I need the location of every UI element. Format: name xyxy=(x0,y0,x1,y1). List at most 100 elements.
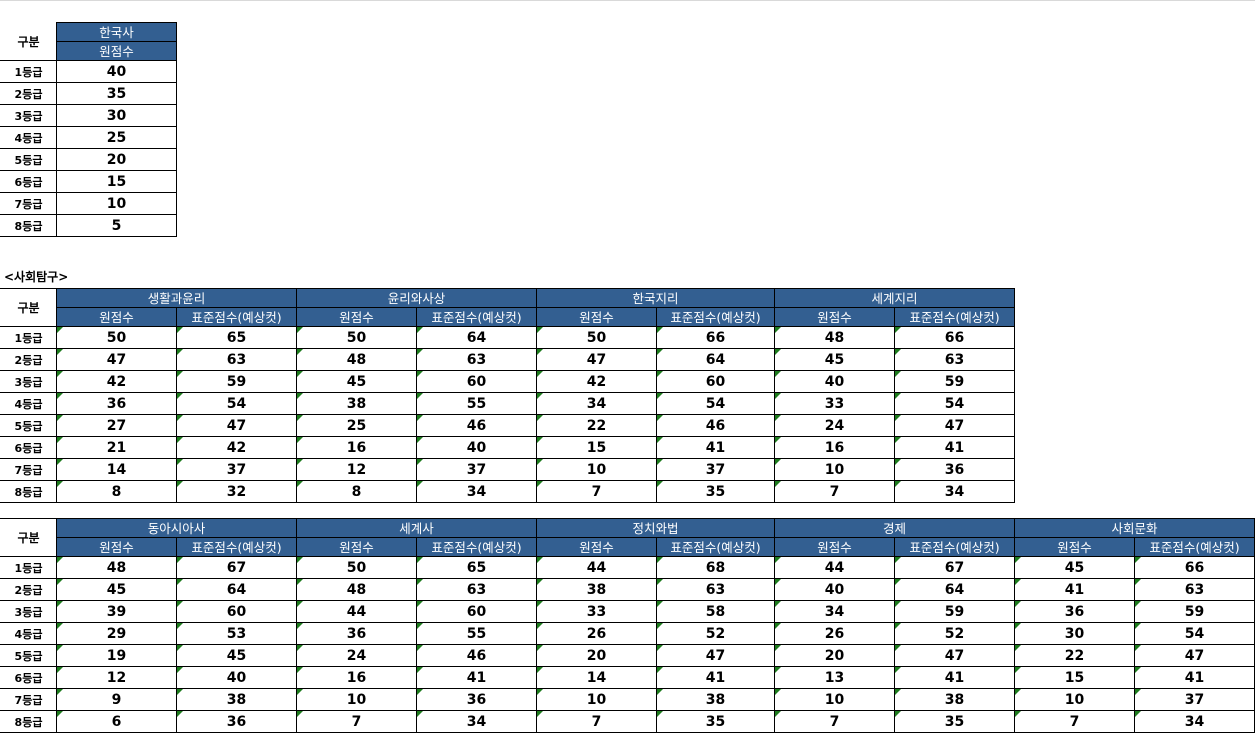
table-row: 7등급 10 xyxy=(0,192,177,215)
standard-score-cell: 46 xyxy=(416,644,537,667)
raw-score-cell: 38 xyxy=(296,392,417,415)
raw-score-header: 원점수 xyxy=(296,537,417,557)
standard-score-cell: 60 xyxy=(656,370,775,393)
raw-score-cell: 22 xyxy=(536,414,657,437)
grade-label: 6등급 xyxy=(0,666,57,689)
table-row: 4등급 29 53 36 55 26 52 26 52 30 54 xyxy=(0,622,1255,645)
raw-score-cell: 45 xyxy=(774,348,895,371)
gubun-header: 구분 xyxy=(0,518,57,557)
standard-score-cell: 64 xyxy=(894,578,1015,601)
table-row: 5등급 20 xyxy=(0,148,177,171)
standard-score-cell: 47 xyxy=(1134,644,1255,667)
raw-score-cell: 41 xyxy=(1014,578,1135,601)
standard-score-cell: 60 xyxy=(416,370,537,393)
raw-score-cell: 24 xyxy=(296,644,417,667)
standard-score-cell: 41 xyxy=(894,666,1015,689)
standard-score-cell: 53 xyxy=(176,622,297,645)
raw-score-header: 원점수 xyxy=(774,537,895,557)
grade-label: 2등급 xyxy=(0,578,57,601)
standard-score-cell: 66 xyxy=(894,326,1015,349)
grade-label: 3등급 xyxy=(0,600,57,623)
standard-score-cell: 35 xyxy=(656,480,775,503)
raw-score-cell: 8 xyxy=(296,480,417,503)
table-row: 3등급 30 xyxy=(0,104,177,127)
raw-score-cell: 34 xyxy=(774,600,895,623)
standard-score-cell: 58 xyxy=(656,600,775,623)
raw-score-cell: 8 xyxy=(56,480,177,503)
standard-score-cell: 65 xyxy=(416,556,537,579)
raw-score-cell: 20 xyxy=(774,644,895,667)
grade-label: 4등급 xyxy=(0,126,57,149)
standard-score-cell: 52 xyxy=(894,622,1015,645)
raw-score-cell: 36 xyxy=(1014,600,1135,623)
header-row-columns: 원점수 표준점수(예상컷) 원점수 표준점수(예상컷) 원점수 표준점수(예상컷) 원점수 표… xyxy=(1,537,1255,557)
standard-score-header: 표준점수(예상컷) xyxy=(1134,537,1255,557)
raw-score-cell: 10 xyxy=(296,688,417,711)
table-row: 2등급 47 63 48 63 47 64 45 63 xyxy=(0,348,1015,371)
subject-header: 세계지리 xyxy=(774,288,1015,308)
raw-score-cell: 34 xyxy=(536,392,657,415)
standard-score-cell: 66 xyxy=(1134,556,1255,579)
grade-label: 7등급 xyxy=(0,688,57,711)
gubun-header: 구분 xyxy=(0,288,57,327)
table-row: 3등급 42 59 45 60 42 60 40 59 xyxy=(0,370,1015,393)
raw-score-cell: 15 xyxy=(1014,666,1135,689)
standard-score-cell: 41 xyxy=(416,666,537,689)
standard-score-cell: 55 xyxy=(416,392,537,415)
grade-label: 3등급 xyxy=(0,370,57,393)
table-row: 2등급 35 xyxy=(0,82,177,105)
standard-score-cell: 38 xyxy=(176,688,297,711)
standard-score-cell: 64 xyxy=(176,578,297,601)
table-row: 4등급 25 xyxy=(0,126,177,149)
raw-score-cell: 30 xyxy=(1014,622,1135,645)
standard-score-cell: 59 xyxy=(894,600,1015,623)
raw-score-cell: 39 xyxy=(56,600,177,623)
raw-score-cell: 10 xyxy=(774,458,895,481)
standard-score-cell: 60 xyxy=(176,600,297,623)
raw-score-cell: 48 xyxy=(56,556,177,579)
raw-score-cell: 5 xyxy=(56,214,177,237)
raw-score-cell: 25 xyxy=(296,414,417,437)
social-studies-table-1: 구분 생활과윤리 윤리와사상 한국지리 세계지리 원점수 표준점수(예상컷) 원점수 표준점수(… xyxy=(0,288,1015,503)
grade-label: 7등급 xyxy=(0,458,57,481)
table-row: 8등급 8 32 8 34 7 35 7 34 xyxy=(0,480,1015,503)
raw-score-cell: 48 xyxy=(774,326,895,349)
table-row: 7등급 14 37 12 37 10 37 10 36 xyxy=(0,458,1015,481)
grade-label: 4등급 xyxy=(0,392,57,415)
grade-label: 2등급 xyxy=(0,348,57,371)
raw-score-cell: 48 xyxy=(296,578,417,601)
raw-score-cell: 38 xyxy=(536,578,657,601)
standard-score-cell: 68 xyxy=(656,556,775,579)
raw-score-cell: 7 xyxy=(536,480,657,503)
grade-label: 8등급 xyxy=(0,710,57,733)
standard-score-cell: 37 xyxy=(1134,688,1255,711)
grade-label: 6등급 xyxy=(0,436,57,459)
standard-score-cell: 35 xyxy=(656,710,775,733)
raw-score-cell: 45 xyxy=(296,370,417,393)
standard-score-cell: 40 xyxy=(416,436,537,459)
raw-score-cell: 12 xyxy=(296,458,417,481)
grade-label: 7등급 xyxy=(0,192,57,215)
raw-score-cell: 10 xyxy=(536,458,657,481)
standard-score-cell: 34 xyxy=(1134,710,1255,733)
table-row: 1등급 50 65 50 64 50 66 48 66 xyxy=(0,326,1015,349)
standard-score-cell: 34 xyxy=(416,480,537,503)
standard-score-cell: 41 xyxy=(1134,666,1255,689)
standard-score-cell: 37 xyxy=(656,458,775,481)
raw-score-cell: 10 xyxy=(56,192,177,215)
raw-score-cell: 16 xyxy=(774,436,895,459)
history-grade-table: 구분 한국사 원점수 1등급 40 2등급 35 3등급 30 4등급 25 5등급 20 6등급 1… xyxy=(0,22,177,237)
standard-score-cell: 45 xyxy=(176,644,297,667)
raw-score-cell: 35 xyxy=(56,82,177,105)
standard-score-cell: 41 xyxy=(656,436,775,459)
raw-score-cell: 44 xyxy=(296,600,417,623)
subject-header: 경제 xyxy=(774,518,1015,538)
table-row: 3등급 39 60 44 60 33 58 34 59 36 59 xyxy=(0,600,1255,623)
social-studies-table-2: 구분 동아시아사 세계사 정치와법 경제 사회문화 원점수 표준점수(예상컷) 원점수 표준점수(… xyxy=(0,518,1255,733)
standard-score-cell: 46 xyxy=(416,414,537,437)
raw-score-cell: 7 xyxy=(536,710,657,733)
raw-score-cell: 19 xyxy=(56,644,177,667)
raw-score-header: 원점수 xyxy=(56,537,177,557)
standard-score-cell: 63 xyxy=(176,348,297,371)
raw-score-cell: 45 xyxy=(1014,556,1135,579)
